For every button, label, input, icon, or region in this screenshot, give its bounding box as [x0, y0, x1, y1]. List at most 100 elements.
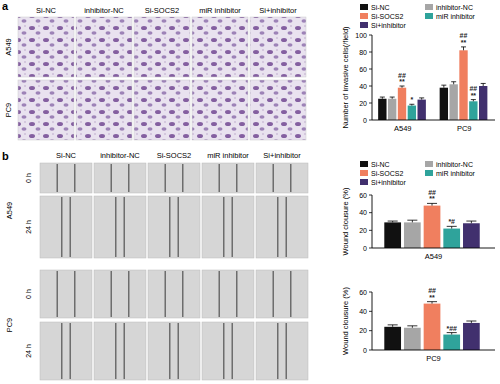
bar: [384, 327, 401, 350]
wound-edge: [219, 164, 220, 192]
error-bar: [441, 85, 446, 88]
error-bar: [447, 226, 457, 228]
legend: Si-NCinhibitor-NCSi-SOCS2miR inhibitorSi…: [360, 4, 476, 29]
wound-edge: [111, 164, 112, 192]
y-tick-label: 80: [359, 49, 367, 56]
wound-image: [256, 322, 308, 380]
time-label: 0 h: [25, 289, 32, 299]
legend-entry: Si+inhibitor: [371, 22, 406, 29]
y-tick-label: 60: [359, 192, 367, 199]
error-cap: [461, 46, 466, 47]
x-tick-label: A549: [425, 252, 443, 261]
error-bar: [461, 47, 466, 50]
wound-edge: [219, 271, 220, 317]
legend-swatch: [360, 13, 368, 19]
wound-edge: [232, 323, 233, 379]
invasion-image: [192, 17, 248, 77]
wound-image: [40, 270, 92, 318]
wound-edge: [74, 164, 75, 192]
x-axis: [372, 120, 495, 121]
invasion-image: [76, 80, 132, 140]
error-bar: [466, 321, 476, 323]
y-tick-label: 20: [359, 227, 367, 234]
legend-entry: Si+inhibitor: [371, 179, 406, 186]
x-tick-label: A549: [394, 124, 412, 133]
wound-edge: [182, 164, 183, 192]
row-label: A549: [5, 202, 14, 220]
row-label: A549: [4, 38, 13, 56]
error-stem: [463, 47, 464, 50]
error-bar: [447, 333, 457, 335]
wound-image: [256, 196, 308, 258]
wound-image: [40, 322, 92, 380]
wound-edge: [70, 323, 71, 379]
y-tick-label: 100: [355, 32, 367, 39]
significance: *: [410, 96, 413, 103]
wound-edge: [128, 271, 129, 317]
error-bar: [388, 325, 398, 327]
error-cap: [471, 99, 476, 100]
invasion-image: [134, 17, 190, 77]
column-header: inhibitor-NC: [84, 6, 124, 15]
invasion-image: [18, 80, 74, 140]
bar: [388, 99, 396, 120]
wound-edge: [124, 197, 125, 257]
error-cap: [409, 104, 414, 105]
error-bar: [400, 86, 405, 88]
wound-edge: [273, 271, 274, 317]
y-tick-label: 40: [359, 308, 367, 315]
wound-edge: [290, 164, 291, 192]
chart: 0204060##***#A549Wound clousure (%)Si-NC…: [341, 161, 495, 261]
bars: [384, 302, 479, 350]
error-cap: [427, 301, 437, 302]
y-axis: [372, 292, 373, 350]
legend-entry: inhibitor-NC: [436, 161, 473, 168]
y-axis-label: Number of invasive cells(/field): [341, 26, 350, 129]
wound-edge: [115, 323, 116, 379]
y-axis: [372, 195, 373, 248]
y-tick-label: 20: [359, 327, 367, 334]
error-cap: [466, 221, 476, 222]
wound-edge: [232, 197, 233, 257]
bar: [449, 84, 457, 120]
error-cap: [390, 97, 395, 98]
wound-image: [202, 163, 254, 193]
column-header: miR inhibitor: [199, 6, 241, 15]
invasion-image: [18, 17, 74, 77]
significance: **: [429, 294, 435, 301]
legend-entry: Si-SOCS2: [371, 170, 403, 177]
wound-edge: [290, 271, 291, 317]
invasion-image: [134, 80, 190, 140]
x-axis: [372, 350, 495, 351]
y-tick-label: 0: [363, 117, 367, 124]
error-bar: [471, 100, 476, 102]
bar: [443, 229, 460, 248]
wound-image: [202, 270, 254, 318]
error-bar: [409, 104, 414, 105]
chart: 020406080100##**##***##**A549PC9Number o…: [341, 4, 495, 133]
bar: [384, 222, 401, 248]
wound-edge: [182, 271, 183, 317]
time-label: 0 h: [25, 173, 32, 183]
error-cap: [447, 332, 457, 333]
y-tick-label: 60: [359, 289, 367, 296]
bar: [418, 100, 426, 120]
wound-edge: [223, 323, 224, 379]
wound-edge: [165, 164, 166, 192]
y-tick-label: 60: [359, 66, 367, 73]
wound-edge: [236, 271, 237, 317]
bar: [424, 304, 441, 350]
significance: **: [461, 39, 467, 46]
bar: [404, 222, 421, 248]
x-tick-label: PC9: [457, 124, 472, 133]
time-label: 24 h: [25, 220, 32, 234]
wound-image: [94, 163, 146, 193]
wound-image: [256, 163, 308, 193]
error-cap: [380, 97, 385, 98]
wound-image: [148, 322, 200, 380]
wound-image: [94, 270, 146, 318]
y-axis-label: Wound clousure (%): [341, 187, 350, 255]
wound-image: [202, 322, 254, 380]
row-label: PC9: [4, 103, 13, 118]
column-header: Si+inhibitor: [263, 151, 301, 160]
